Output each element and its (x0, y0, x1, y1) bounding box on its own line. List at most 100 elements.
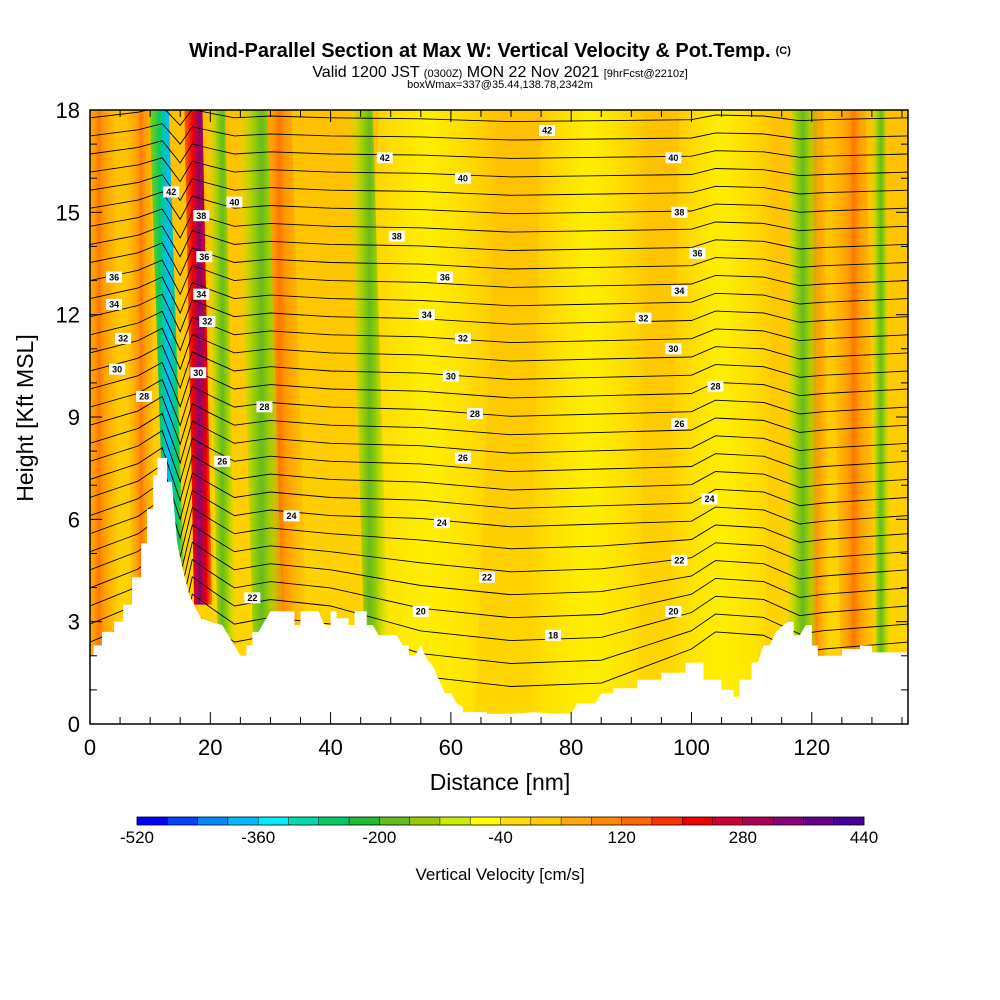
strong-downdraft (149, 110, 184, 571)
svg-text:28: 28 (139, 392, 149, 402)
svg-text:40: 40 (229, 197, 239, 207)
svg-text:22: 22 (482, 573, 492, 583)
contour-label: 34 (671, 285, 688, 297)
colorbar-swatch (712, 817, 744, 825)
contour-label: 38 (671, 206, 688, 218)
colorbar-swatch (439, 817, 471, 825)
colorbar-swatch (682, 817, 713, 825)
isentrope-line (90, 378, 908, 427)
y-tick-label: 0 (68, 712, 80, 737)
contour-label: 24 (433, 517, 450, 529)
contour-label: 36 (196, 251, 213, 263)
colorbar-swatch (500, 817, 532, 825)
svg-text:28: 28 (710, 382, 720, 392)
colorbar-title: Vertical Velocity [cm/s] (415, 865, 584, 884)
svg-text:36: 36 (199, 252, 209, 262)
updraft-band (90, 110, 121, 724)
isentrope-line (90, 361, 908, 409)
contour-label: 22 (244, 592, 261, 604)
colorbar-tick-label: -200 (362, 828, 396, 847)
contour-label: 28 (466, 408, 483, 420)
colorbar-tick-label: 280 (729, 828, 757, 847)
colorbar-tick-label: 440 (850, 828, 878, 847)
isentrope-line (90, 259, 908, 296)
colorbar-swatch (470, 817, 501, 825)
contour-label: 42 (539, 125, 556, 136)
x-tick-label: 40 (318, 735, 342, 760)
svg-text:38: 38 (196, 211, 206, 221)
svg-text:28: 28 (470, 409, 480, 419)
colorbar-swatch (621, 817, 653, 825)
colorbar-swatch (137, 817, 168, 825)
x-tick-label: 60 (439, 735, 463, 760)
colorbar-swatch (379, 817, 410, 825)
y-tick-label: 6 (68, 507, 80, 532)
contour-label: 34 (193, 288, 210, 300)
svg-text:24: 24 (704, 494, 714, 504)
svg-text:20: 20 (416, 607, 426, 617)
svg-text:32: 32 (638, 313, 648, 323)
isentrope-line (90, 225, 908, 258)
contour-label: 36 (106, 271, 123, 283)
isentrope-line (90, 293, 908, 333)
contour-label: 18 (545, 629, 562, 641)
x-axis-label: Distance [nm] (430, 769, 571, 795)
contour-label: 24 (283, 510, 300, 522)
contour-label: 30 (109, 363, 126, 375)
isentrope-line (90, 157, 908, 183)
isentrope-line (90, 344, 908, 390)
svg-text:30: 30 (193, 368, 203, 378)
y-tick-label: 12 (56, 303, 80, 328)
contour-label: 42 (163, 186, 180, 198)
x-tick-label: 20 (198, 735, 222, 760)
contour-label: 24 (701, 493, 718, 505)
contour-label: 20 (412, 605, 429, 617)
contour-label: 36 (436, 271, 453, 283)
svg-text:34: 34 (422, 310, 432, 320)
svg-text:24: 24 (437, 518, 447, 528)
svg-text:38: 38 (392, 231, 402, 241)
contour-label: 30 (665, 343, 682, 355)
svg-text:36: 36 (692, 249, 702, 259)
updraft-band (829, 110, 878, 724)
y-axis-label: Height [Kft MSL] (12, 334, 38, 501)
contour-label: 40 (226, 196, 243, 208)
svg-text:26: 26 (217, 457, 227, 467)
contour-label: 34 (106, 298, 123, 310)
colorbar-swatch (530, 817, 562, 825)
x-tick-label: 120 (793, 735, 830, 760)
isentrope-line (90, 191, 908, 221)
contour-label: 42 (376, 152, 393, 164)
contour-label: 26 (671, 418, 688, 430)
contour-label: 38 (388, 230, 405, 242)
contour-label: 28 (256, 401, 273, 413)
svg-text:32: 32 (202, 317, 212, 327)
contour-label: 26 (454, 452, 471, 464)
colorbar-tick-label: 120 (608, 828, 636, 847)
svg-text:22: 22 (674, 556, 684, 566)
svg-text:26: 26 (458, 453, 468, 463)
contour-label: 32 (115, 333, 132, 344)
colorbar-tick-label: -40 (488, 828, 513, 847)
contour-label: 30 (190, 367, 207, 379)
svg-text:32: 32 (118, 334, 128, 344)
contour-label: 40 (454, 172, 471, 184)
svg-text:20: 20 (668, 607, 678, 617)
colorbar-swatch (561, 817, 592, 825)
isentrope-line (90, 140, 908, 164)
colorbar-swatch (773, 817, 804, 825)
svg-text:18: 18 (548, 631, 558, 641)
y-tick-label: 9 (68, 405, 80, 430)
contour-label: 38 (193, 210, 210, 222)
colorbar-swatch (409, 817, 441, 825)
contour-label: 32 (454, 333, 471, 344)
contour-labels: 42 42 40 40 42 40 38 38 38 36 36 36 36 34 34 34 34 32 32 32… (106, 125, 724, 641)
svg-text:30: 30 (668, 344, 678, 354)
isentrope-line (90, 208, 908, 239)
downdraft-band (784, 110, 821, 724)
colorbar-swatch (349, 817, 380, 825)
y-tick-label: 18 (56, 98, 80, 123)
svg-text:34: 34 (109, 300, 119, 310)
contour-label: 22 (671, 554, 688, 566)
contour-label: 32 (635, 312, 652, 324)
